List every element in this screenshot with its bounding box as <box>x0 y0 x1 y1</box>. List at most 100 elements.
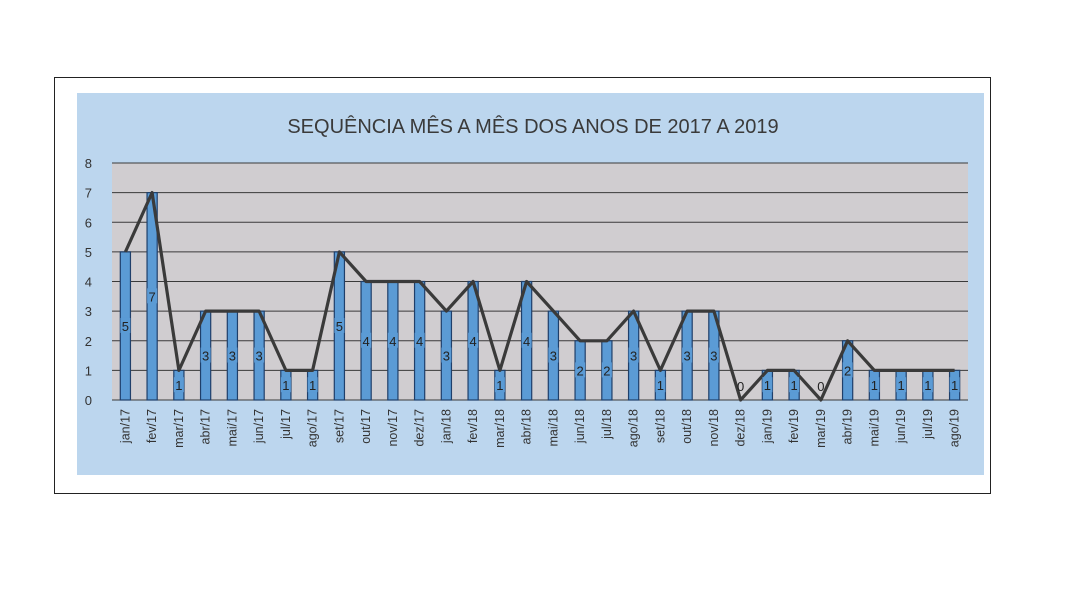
series-line <box>123 191 955 402</box>
data-label: 3 <box>684 349 691 364</box>
data-label: 3 <box>202 349 209 364</box>
data-label: 1 <box>791 378 798 393</box>
x-tick-label: abr/18 <box>520 409 534 444</box>
data-label-bg <box>922 377 933 393</box>
x-tick-label: mai/18 <box>546 409 560 447</box>
data-label-bg <box>307 377 318 393</box>
data-label: 4 <box>523 334 530 349</box>
data-label: 4 <box>363 334 370 349</box>
data-label-bg <box>869 377 880 393</box>
data-label: 0 <box>737 379 744 394</box>
x-tick-label: jun/19 <box>894 409 908 444</box>
x-tick-label: mai/19 <box>867 409 881 447</box>
data-label-bg <box>200 347 211 363</box>
data-label: 2 <box>577 363 584 378</box>
data-label-bg <box>896 377 907 393</box>
x-tick-label: dez/17 <box>413 409 427 447</box>
data-label-bg <box>173 377 184 393</box>
data-label: 1 <box>175 378 182 393</box>
y-tick-label: 0 <box>85 393 92 408</box>
data-label: 1 <box>764 378 771 393</box>
x-tick-label: jul/19 <box>921 409 935 440</box>
y-tick-label: 7 <box>85 186 92 201</box>
data-label: 3 <box>550 349 557 364</box>
x-tick-label: abr/17 <box>199 409 213 444</box>
data-label-bg <box>280 377 291 393</box>
x-tick-label: out/17 <box>359 409 373 444</box>
x-tick-label: dez/18 <box>734 409 748 447</box>
x-tick-label: out/18 <box>680 409 694 444</box>
x-tick-label: mar/19 <box>814 409 828 448</box>
data-label: 1 <box>951 378 958 393</box>
x-tick-label: jan/18 <box>439 409 453 444</box>
x-tick-label: nov/18 <box>707 409 721 447</box>
chart-title: SEQUÊNCIA MÊS A MÊS DOS ANOS DE 2017 A 2… <box>287 115 778 138</box>
data-label-bg <box>842 362 853 378</box>
data-label-bg <box>468 332 479 348</box>
data-label-bg <box>682 347 693 363</box>
data-label: 1 <box>924 378 931 393</box>
x-tick-label: set/18 <box>653 409 667 443</box>
data-label-bg <box>441 347 452 363</box>
data-label-bg <box>414 332 425 348</box>
plot-area: 0 1 2 3 4 5 6 7 8 5 7 1 3 3 3 1 1 5 4 4 4 3 4 1 4 3 2 2 3 1 3 3 0 1 1 0 2 1 1 1… <box>85 156 968 448</box>
x-tick-label: mar/18 <box>493 409 507 448</box>
data-label-bg <box>361 332 372 348</box>
data-label: 2 <box>603 363 610 378</box>
data-label-bg <box>254 347 265 363</box>
data-label-bg <box>789 377 800 393</box>
data-label: 4 <box>416 334 423 349</box>
data-label-bg <box>494 377 505 393</box>
data-label: 1 <box>309 378 316 393</box>
data-label-bg <box>334 317 345 333</box>
x-tick-label: fev/17 <box>145 409 159 443</box>
data-label-bg <box>147 288 158 304</box>
data-label: 5 <box>336 319 343 334</box>
y-tick-label: 5 <box>85 245 92 260</box>
x-tick-label: fev/19 <box>787 409 801 443</box>
data-label: 3 <box>256 349 263 364</box>
x-tick-label: jan/19 <box>760 409 774 444</box>
x-tick-label: nov/17 <box>386 409 400 447</box>
x-tick-label: ago/17 <box>306 409 320 447</box>
data-label-bg <box>762 377 773 393</box>
data-label: 1 <box>282 378 289 393</box>
data-label-bg <box>227 347 238 363</box>
y-tick-label: 2 <box>85 334 92 349</box>
y-tick-label: 6 <box>85 215 92 230</box>
data-label: 1 <box>898 378 905 393</box>
y-tick-label: 1 <box>85 363 92 378</box>
x-tick-label: jan/17 <box>118 409 132 444</box>
x-tick-label: mai/17 <box>225 409 239 447</box>
data-label-bg <box>708 347 719 363</box>
data-label: 3 <box>443 349 450 364</box>
data-label: 2 <box>844 363 851 378</box>
x-tick-label: mar/17 <box>172 409 186 448</box>
data-label-bg <box>120 317 131 333</box>
data-label-bg <box>387 332 398 348</box>
data-label: 3 <box>630 349 637 364</box>
x-tick-label: ago/19 <box>948 409 962 447</box>
data-label: 3 <box>710 349 717 364</box>
data-label-bg <box>601 362 612 378</box>
y-tick-label: 3 <box>85 304 92 319</box>
data-label-bg <box>575 362 586 378</box>
data-label: 4 <box>470 334 477 349</box>
x-tick-label: jun/18 <box>573 409 587 444</box>
data-label: 1 <box>871 378 878 393</box>
data-label: 3 <box>229 349 236 364</box>
data-label: 4 <box>389 334 396 349</box>
x-tick-label: jul/18 <box>600 409 614 440</box>
data-label: 5 <box>122 319 129 334</box>
data-label-bg <box>521 332 532 348</box>
data-label: 7 <box>149 289 156 304</box>
data-label: 1 <box>657 378 664 393</box>
x-tick-label: jul/17 <box>279 409 293 440</box>
y-tick-label: 8 <box>85 156 92 171</box>
x-tick-label: abr/19 <box>841 409 855 444</box>
data-label-bg <box>628 347 639 363</box>
x-tick-label: set/17 <box>332 409 346 443</box>
data-label: 0 <box>817 379 824 394</box>
data-label-bg <box>949 377 960 393</box>
